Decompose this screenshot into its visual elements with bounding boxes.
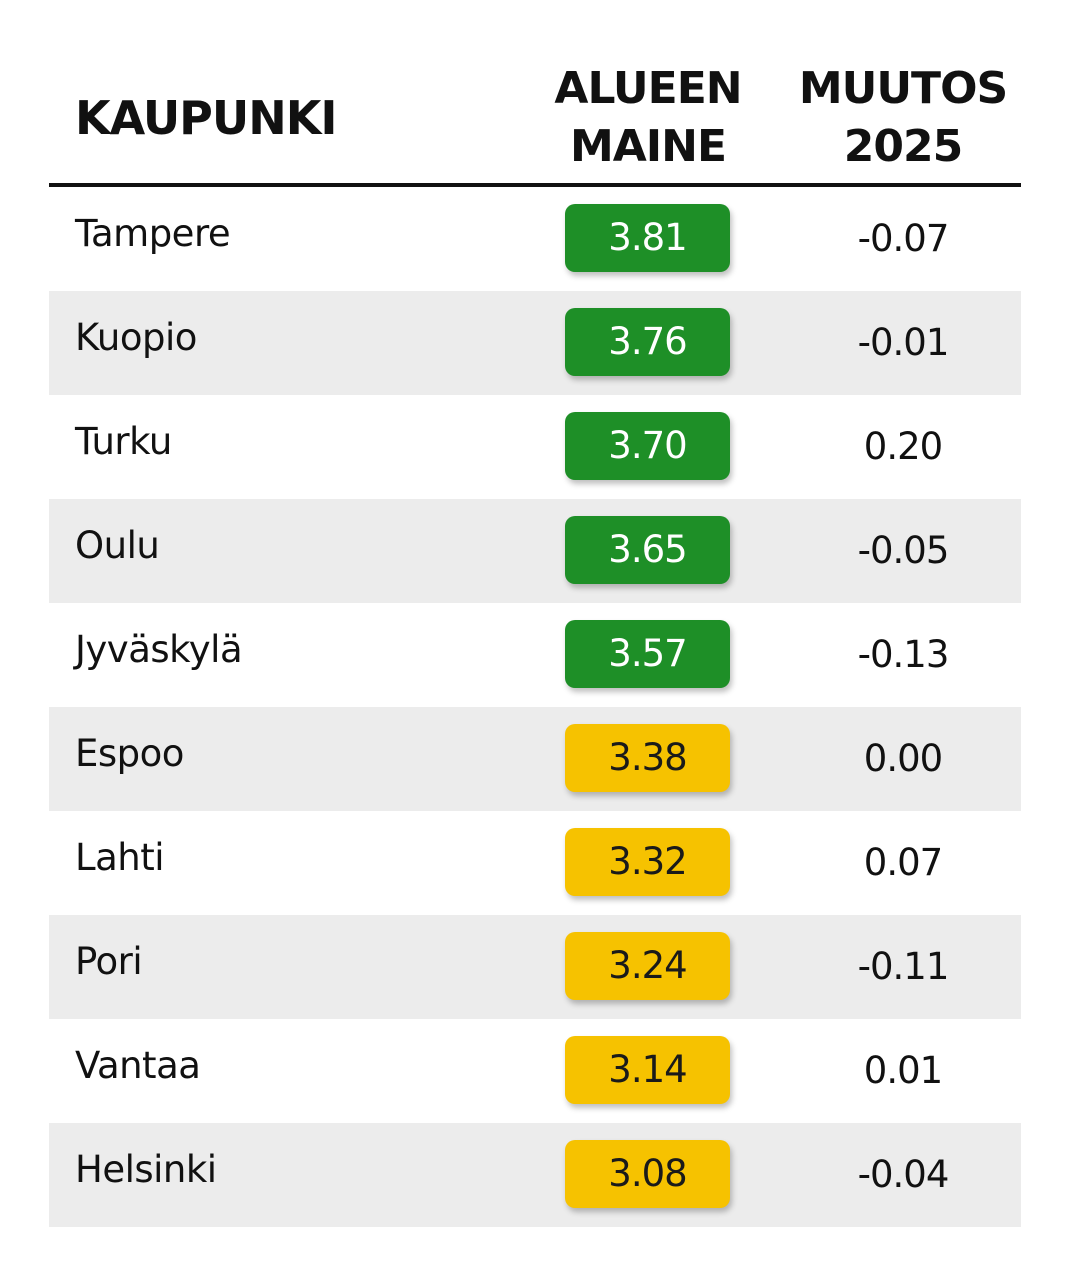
city-name: Kuopio (75, 316, 197, 359)
score-badge: 3.57 (565, 620, 730, 688)
change-value: -0.01 (857, 321, 950, 364)
table-row: Oulu 3.65 -0.05 (49, 499, 1021, 603)
change-value: 0.00 (863, 737, 943, 780)
city-name: Tampere (75, 212, 231, 255)
score-badge: 3.24 (565, 932, 730, 1000)
column-header-city: KAUPUNKI (75, 91, 338, 145)
score-badge: 3.38 (565, 724, 730, 792)
table-row: Vantaa 3.14 0.01 (49, 1019, 1021, 1123)
change-value: -0.05 (857, 529, 950, 572)
change-value: -0.07 (857, 217, 950, 260)
table-header: KAUPUNKI ALUEEN MAINE MUUTOS 2025 (49, 0, 1021, 187)
column-header-score: ALUEEN MAINE (530, 60, 766, 176)
score-badge: 3.14 (565, 1036, 730, 1104)
change-value: -0.13 (857, 633, 950, 676)
city-name: Espoo (75, 732, 184, 775)
change-value: 0.20 (863, 425, 943, 468)
city-name: Jyväskylä (75, 628, 243, 671)
table-row: Jyväskylä 3.57 -0.13 (49, 603, 1021, 707)
city-name: Oulu (75, 524, 160, 567)
column-header-change-line2: 2025 (843, 121, 963, 172)
score-badge: 3.08 (565, 1140, 730, 1208)
column-header-change-line1: MUUTOS (798, 63, 1008, 114)
table-row: Turku 3.70 0.20 (49, 395, 1021, 499)
table-row: Lahti 3.32 0.07 (49, 811, 1021, 915)
score-badge: 3.70 (565, 412, 730, 480)
score-badge: 3.81 (565, 204, 730, 272)
city-name: Turku (75, 420, 172, 463)
table-row: Espoo 3.38 0.00 (49, 707, 1021, 811)
table-row: Helsinki 3.08 -0.04 (49, 1123, 1021, 1227)
city-name: Lahti (75, 836, 165, 879)
change-value: -0.11 (857, 945, 950, 988)
city-name: Vantaa (75, 1044, 201, 1087)
table-body: Tampere 3.81 -0.07 Kuopio 3.76 -0.01 Turku 3.70… (49, 187, 1021, 1227)
score-badge: 3.76 (565, 308, 730, 376)
table-row: Kuopio 3.76 -0.01 (49, 291, 1021, 395)
column-header-score-line2: MAINE (569, 121, 727, 172)
change-value: -0.04 (857, 1153, 950, 1196)
reputation-table: KAUPUNKI ALUEEN MAINE MUUTOS 2025 Tamper… (49, 0, 1021, 1227)
change-value: 0.01 (863, 1049, 943, 1092)
city-name: Pori (75, 940, 143, 983)
score-badge: 3.65 (565, 516, 730, 584)
table-row: Tampere 3.81 -0.07 (49, 187, 1021, 291)
table-row: Pori 3.24 -0.11 (49, 915, 1021, 1019)
column-header-score-line1: ALUEEN (554, 63, 742, 114)
change-value: 0.07 (863, 841, 943, 884)
column-header-change: MUUTOS 2025 (785, 60, 1021, 176)
score-badge: 3.32 (565, 828, 730, 896)
city-name: Helsinki (75, 1148, 217, 1191)
